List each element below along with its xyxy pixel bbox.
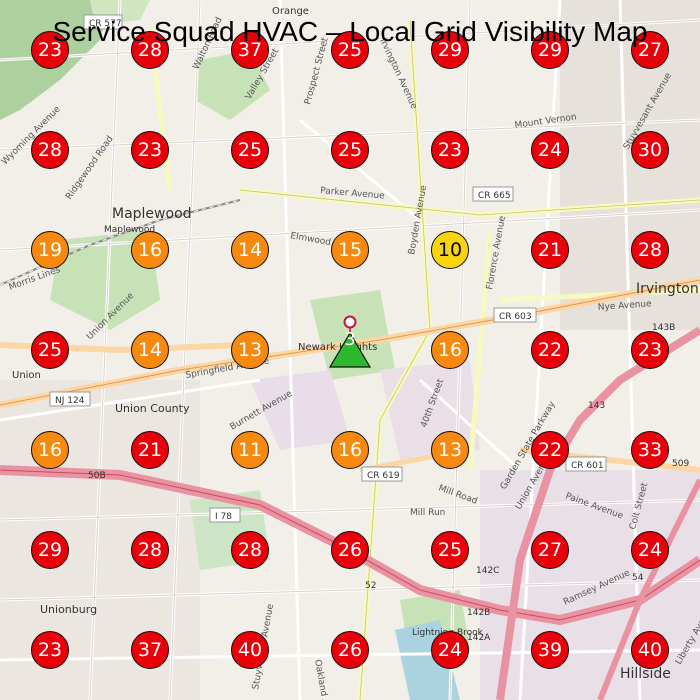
grid-rank-marker[interactable]: 28	[231, 531, 269, 569]
grid-rank-marker[interactable]: 27	[631, 31, 669, 69]
place-label: Maplewood	[104, 225, 155, 235]
grid-rank-marker[interactable]: 26	[331, 531, 369, 569]
business-location-pin[interactable]: 3	[328, 315, 372, 376]
svg-text:143: 143	[588, 401, 605, 411]
grid-rank-marker[interactable]: 40	[631, 631, 669, 669]
svg-text:NJ 124: NJ 124	[55, 396, 85, 406]
grid-rank-marker[interactable]: 29	[431, 31, 469, 69]
place-label: Hillside	[620, 666, 671, 682]
place-label: Union	[12, 370, 41, 381]
grid-rank-marker[interactable]: 40	[231, 631, 269, 669]
grid-rank-marker[interactable]: 37	[231, 31, 269, 69]
map-title: Service Squad HVAC – Local Grid Visibili…	[52, 16, 648, 47]
grid-rank-marker[interactable]: 28	[631, 231, 669, 269]
route-shields: CR 577 CR 665 CR 603 NJ 124 CR 619 CR 60…	[49, 14, 689, 643]
business-rank-label: 3	[344, 329, 356, 350]
grid-rank-marker[interactable]: 26	[331, 631, 369, 669]
svg-text:143B: 143B	[652, 323, 675, 333]
grid-rank-marker[interactable]: 25	[31, 331, 69, 369]
place-label: Unionburg	[40, 603, 97, 616]
svg-text:CR 577: CR 577	[89, 19, 122, 29]
grid-rank-marker[interactable]: 23	[31, 631, 69, 669]
svg-text:50B: 50B	[88, 471, 106, 481]
grid-rank-marker[interactable]: 23	[31, 31, 69, 69]
grid-rank-marker[interactable]: 28	[131, 531, 169, 569]
grid-rank-marker[interactable]: 16	[31, 431, 69, 469]
place-label: Newark Heights	[298, 342, 377, 353]
grid-rank-marker[interactable]: 22	[531, 331, 569, 369]
grid-rank-marker[interactable]: 24	[431, 631, 469, 669]
grid-rank-marker[interactable]: 14	[131, 331, 169, 369]
grid-rank-marker[interactable]: 16	[131, 231, 169, 269]
grid-rank-marker[interactable]: 22	[531, 431, 569, 469]
grid-rank-marker[interactable]: 13	[431, 431, 469, 469]
grid-rank-marker[interactable]: 37	[131, 631, 169, 669]
grid-rank-marker[interactable]: 28	[31, 131, 69, 169]
grid-rank-marker[interactable]: 23	[131, 131, 169, 169]
svg-text:509: 509	[672, 459, 689, 469]
grid-rank-marker[interactable]: 11	[231, 431, 269, 469]
grid-rank-marker[interactable]: 16	[331, 431, 369, 469]
grid-rank-marker[interactable]: 14	[231, 231, 269, 269]
svg-text:142A: 142A	[467, 633, 491, 643]
grid-rank-marker[interactable]: 29	[31, 531, 69, 569]
business-location-triangle-icon	[328, 315, 372, 368]
grid-rank-marker[interactable]: 33	[631, 431, 669, 469]
grid-rank-marker[interactable]: 23	[431, 131, 469, 169]
svg-text:142C: 142C	[476, 566, 499, 576]
grid-rank-marker[interactable]: 25	[431, 531, 469, 569]
svg-text:54: 54	[632, 573, 644, 583]
road-label: Mill Run	[410, 508, 445, 518]
grid-rank-marker[interactable]: 16	[431, 331, 469, 369]
grid-rank-marker[interactable]: 24	[631, 531, 669, 569]
svg-text:I 78: I 78	[215, 512, 232, 522]
grid-rank-marker[interactable]: 28	[131, 31, 169, 69]
grid-rank-marker[interactable]: 29	[531, 31, 569, 69]
svg-text:CR 665: CR 665	[478, 191, 511, 201]
svg-text:CR 619: CR 619	[367, 471, 400, 481]
place-label: Irvington	[636, 281, 699, 297]
grid-rank-marker[interactable]: 30	[631, 131, 669, 169]
grid-rank-marker[interactable]: 25	[331, 31, 369, 69]
place-label: Maplewood	[112, 206, 192, 222]
place-label: Orange	[272, 6, 309, 17]
grid-rank-marker[interactable]: 13	[231, 331, 269, 369]
grid-rank-marker[interactable]: 23	[631, 331, 669, 369]
grid-rank-marker[interactable]: 27	[531, 531, 569, 569]
svg-text:52: 52	[365, 581, 376, 591]
svg-text:142B: 142B	[467, 608, 490, 618]
place-label: Union County	[115, 402, 190, 415]
grid-rank-marker[interactable]: 21	[131, 431, 169, 469]
grid-rank-marker[interactable]: 24	[531, 131, 569, 169]
svg-text:CR 603: CR 603	[499, 312, 532, 322]
grid-rank-marker[interactable]: 19	[31, 231, 69, 269]
svg-text:CR 601: CR 601	[571, 461, 604, 471]
grid-rank-marker[interactable]: 25	[331, 131, 369, 169]
grid-rank-marker[interactable]: 25	[231, 131, 269, 169]
grid-rank-marker[interactable]: 15	[331, 231, 369, 269]
grid-rank-marker[interactable]: 39	[531, 631, 569, 669]
road-label: Nye Avenue	[598, 299, 653, 313]
grid-rank-marker[interactable]: 21	[531, 231, 569, 269]
grid-rank-marker[interactable]: 10	[431, 231, 469, 269]
